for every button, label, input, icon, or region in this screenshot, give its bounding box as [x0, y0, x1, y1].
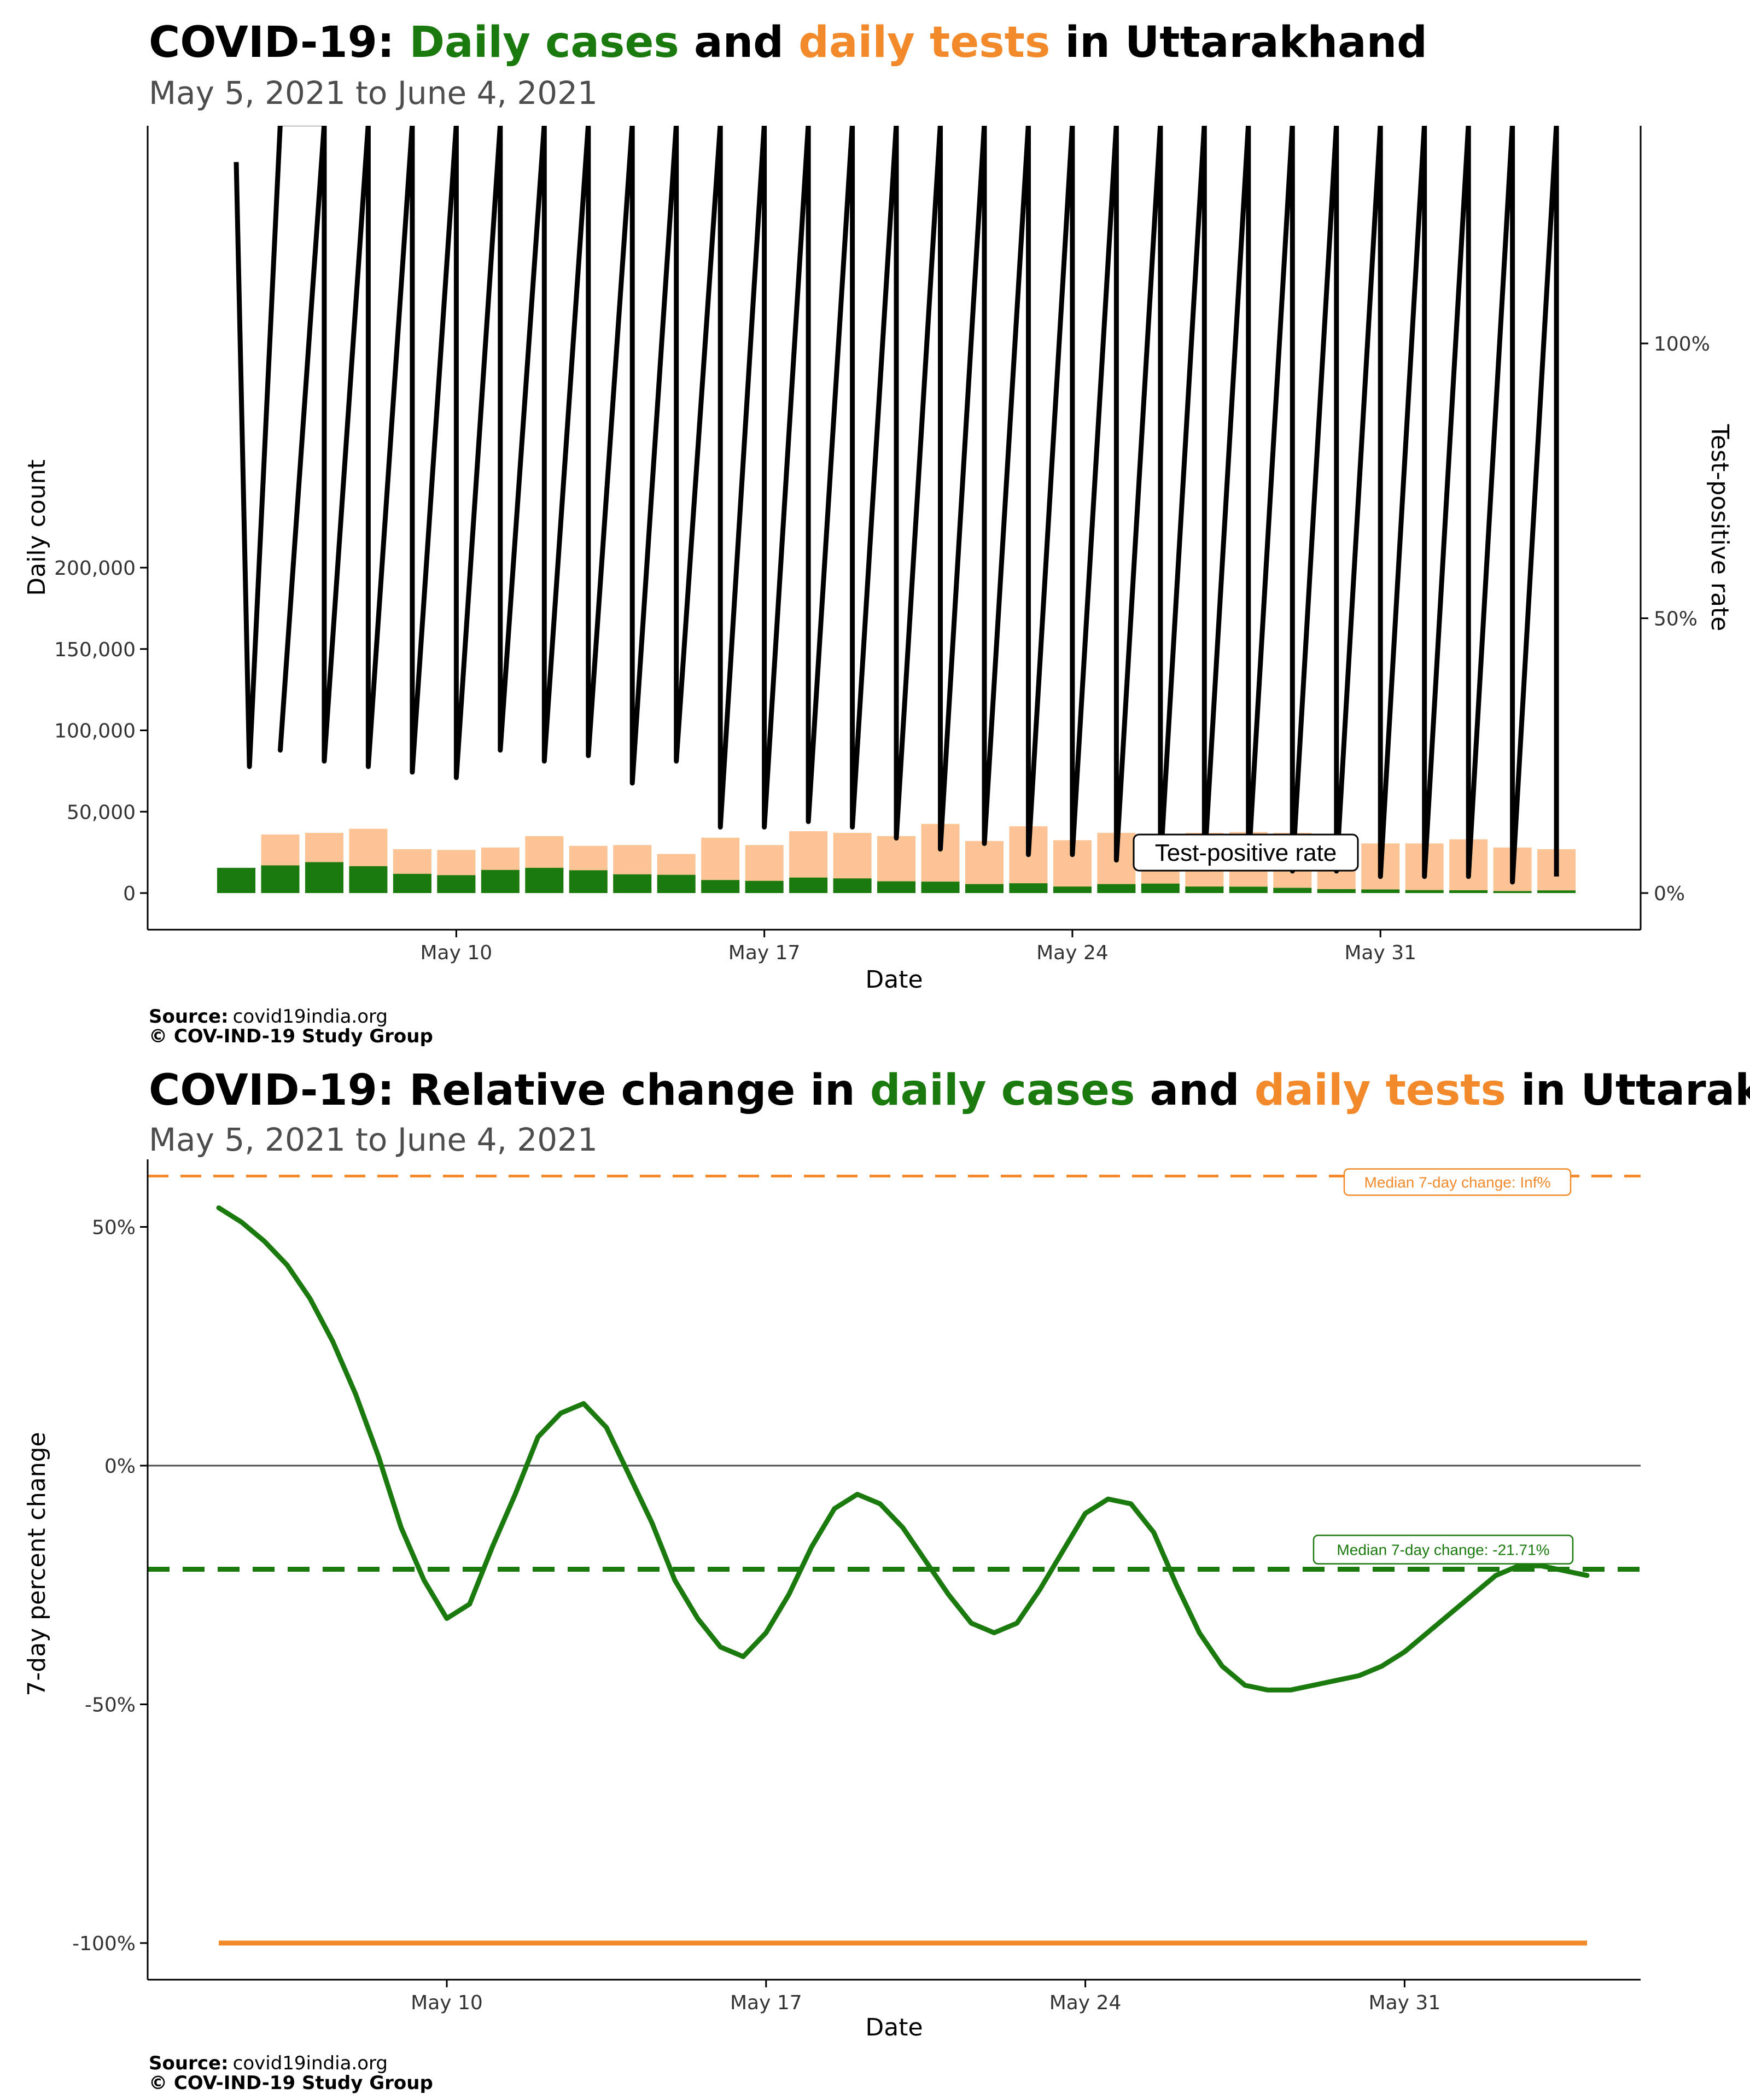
chart-1-source: Source: covid19india.org: [149, 1006, 388, 1028]
cases-bar: [1449, 890, 1488, 893]
title-part-plain: in Uttarakhand: [1050, 18, 1427, 67]
cases-bar: [1229, 886, 1268, 893]
cases-bar: [789, 877, 828, 893]
cases-bar: [921, 882, 960, 893]
cases-bar: [1097, 884, 1136, 893]
tests-median-label: Median 7-day change: Inf%: [1364, 1174, 1551, 1191]
cases-bar: [1405, 890, 1444, 893]
chart-2-source: Source: covid19india.org: [149, 2052, 388, 2074]
cases-bar: [481, 870, 520, 893]
cases-bar: [1537, 890, 1576, 893]
title-part-cases: daily cases: [870, 1066, 1135, 1115]
cases-change-line: [216, 1205, 1590, 1693]
cases-bar: [261, 865, 300, 893]
chart-1-subtitle: May 5, 2021 to June 4, 2021: [149, 74, 598, 112]
chart-1-y-ticks: 0 50,000 100,000 150,000 200,000: [54, 557, 148, 905]
y2-tick-label: 100%: [1654, 333, 1710, 355]
y-tick-label: 200,000: [54, 557, 136, 580]
x-tick-label: May 31: [1369, 1992, 1441, 2014]
cases-bar: [1273, 888, 1312, 893]
tpr-annotation-box: [1133, 833, 1359, 872]
y-tick-label: 0%: [104, 1455, 136, 1478]
cases-bar: [1361, 889, 1400, 893]
chart-2-copyright: © COV-IND-19 Study Group: [149, 2072, 433, 2094]
chart-1-y-title: Daily count: [23, 459, 51, 596]
chart-2-subtitle: May 5, 2021 to June 4, 2021: [149, 1121, 598, 1158]
title-part-plain: in Uttarakhand: [1506, 1066, 1750, 1115]
cases-bar: [657, 874, 696, 893]
title-part-plain: and: [1135, 1066, 1254, 1115]
cases-bar: [1053, 886, 1092, 893]
y-tick-label: 0: [123, 883, 136, 905]
title-part-plain: and: [679, 18, 798, 67]
chart-1: COVID-19: Daily cases and daily tests in…: [23, 18, 1734, 1047]
cases-bar: [1141, 883, 1180, 893]
title-part-tests: daily tests: [1255, 1066, 1506, 1115]
cases-bar: [393, 873, 431, 893]
cases-bar: [305, 862, 343, 893]
y-tick-label: -100%: [72, 1933, 136, 1955]
chart-2-x-title: Date: [865, 2014, 923, 2041]
y-tick-label: 150,000: [54, 639, 136, 661]
cases-bar: [701, 880, 740, 893]
tpr-annotation-label: Test-positive rate: [1155, 839, 1337, 866]
y2-tick-label: 50%: [1654, 608, 1698, 631]
cases-bar: [613, 874, 652, 893]
chart-1-tpr-line: [234, 126, 1559, 885]
title-part-plain: COVID-19: Relative change in: [149, 1066, 870, 1115]
chart-2-y-title: 7-day percent change: [23, 1432, 51, 1696]
cases-bar: [1493, 891, 1532, 893]
title-part-plain: COVID-19:: [149, 18, 409, 67]
tpr-line: [234, 126, 1559, 885]
x-tick-label: May 24: [1036, 942, 1109, 964]
x-tick-label: May 31: [1344, 942, 1416, 964]
title-part-cases: Daily cases: [409, 18, 679, 67]
y-tick-label: -50%: [85, 1694, 136, 1717]
cases-bar: [437, 875, 476, 893]
chart-2-title: COVID-19: Relative change in daily cases…: [149, 1066, 1750, 1115]
cases-bar: [217, 867, 255, 893]
cases-bar: [349, 866, 388, 893]
cases-bar: [1009, 883, 1048, 893]
chart-1-y2-ticks: 0% 50% 100%: [1641, 333, 1710, 905]
cases-median-label: Median 7-day change: -21.71%: [1337, 1542, 1549, 1559]
cases-median-box: [1312, 1535, 1574, 1565]
x-tick-label: May 10: [421, 942, 493, 964]
tpr-annotation: Test-positive rate: [1133, 833, 1359, 872]
title-part-tests: daily tests: [798, 18, 1050, 67]
cases-bar: [965, 884, 1004, 893]
cases-bar: [877, 881, 916, 893]
cases-bar: [525, 867, 564, 893]
cases-bar: [833, 878, 872, 893]
chart-1-copyright: © COV-IND-19 Study Group: [149, 1025, 433, 1047]
chart-2-x-ticks: May 10 May 17 May 24 May 31: [411, 1980, 1440, 2014]
x-tick-label: May 17: [730, 1992, 802, 2014]
cases-bar: [745, 880, 784, 893]
chart-2-y-ticks: -100% -50% 0% 50%: [72, 1217, 148, 1955]
y-tick-label: 100,000: [54, 720, 136, 743]
chart-2-plot: Median 7-day change: Inf% Median 7-day ch…: [148, 1168, 1641, 1946]
y2-tick-label: 0%: [1654, 883, 1685, 905]
chart-2: COVID-19: Relative change in daily cases…: [23, 1066, 1750, 2094]
chart-1-x-ticks: May 10 May 17 May 24 May 31: [421, 930, 1416, 964]
x-tick-label: May 24: [1049, 1992, 1122, 2014]
chart-1-y2-title: Test-positive rate: [1706, 424, 1734, 631]
y-tick-label: 50%: [92, 1217, 136, 1239]
y-tick-label: 50,000: [67, 801, 136, 824]
cases-bar: [569, 870, 608, 893]
x-tick-label: May 10: [411, 1992, 483, 2014]
tests-median-box: [1343, 1168, 1572, 1196]
cases-bar: [1185, 886, 1224, 893]
chart-1-x-title: Date: [865, 966, 923, 994]
chart-1-title: COVID-19: Daily cases and daily tests in…: [149, 18, 1427, 67]
cases-bar: [1317, 889, 1356, 893]
x-tick-label: May 17: [728, 942, 801, 964]
